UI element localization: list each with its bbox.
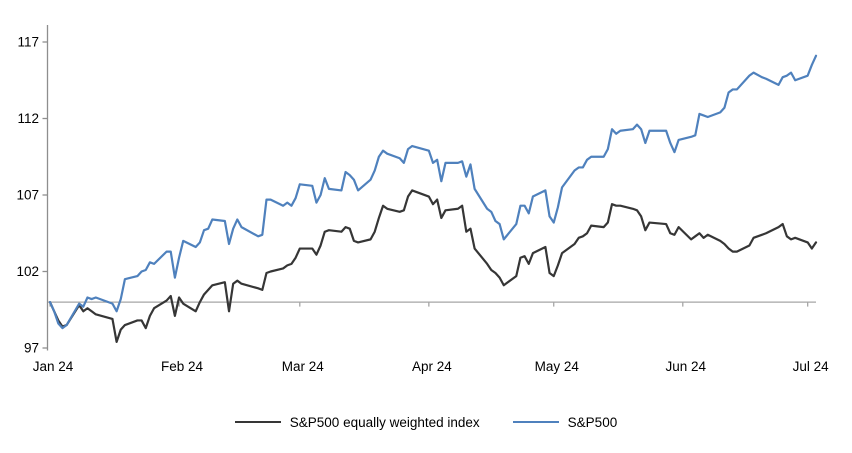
x-tick-label: Mar 24 bbox=[282, 359, 325, 374]
y-tick-label: 97 bbox=[24, 341, 39, 356]
legend-item-sp500: S&P500 bbox=[512, 414, 618, 430]
x-tick-label: Jul 24 bbox=[793, 359, 830, 374]
series-line-sp500-equal-weight bbox=[48, 189, 818, 343]
x-tick-label: Apr 24 bbox=[412, 359, 452, 374]
legend-label-sp500: S&P500 bbox=[567, 414, 618, 430]
legend-item-sp500-equal-weight: S&P500 equally weighted index bbox=[234, 414, 480, 430]
series-line-sp500 bbox=[48, 54, 818, 330]
x-tick-label: Jan 24 bbox=[33, 359, 74, 374]
legend-label-sp500-equal-weight: S&P500 equally weighted index bbox=[289, 414, 480, 430]
legend: S&P500 equally weighted index S&P500 bbox=[0, 410, 852, 434]
x-tick-label: Jun 24 bbox=[666, 359, 707, 374]
y-tick-label: 102 bbox=[16, 264, 39, 279]
y-tick-label: 112 bbox=[17, 111, 39, 126]
y-tick-label: 117 bbox=[17, 35, 39, 50]
legend-swatch-sp500-equal-weight bbox=[234, 420, 281, 424]
y-tick-label: 107 bbox=[16, 188, 39, 203]
x-tick-label: May 24 bbox=[535, 359, 580, 374]
x-tick-label: Feb 24 bbox=[161, 359, 204, 374]
legend-swatch-sp500 bbox=[512, 420, 559, 424]
